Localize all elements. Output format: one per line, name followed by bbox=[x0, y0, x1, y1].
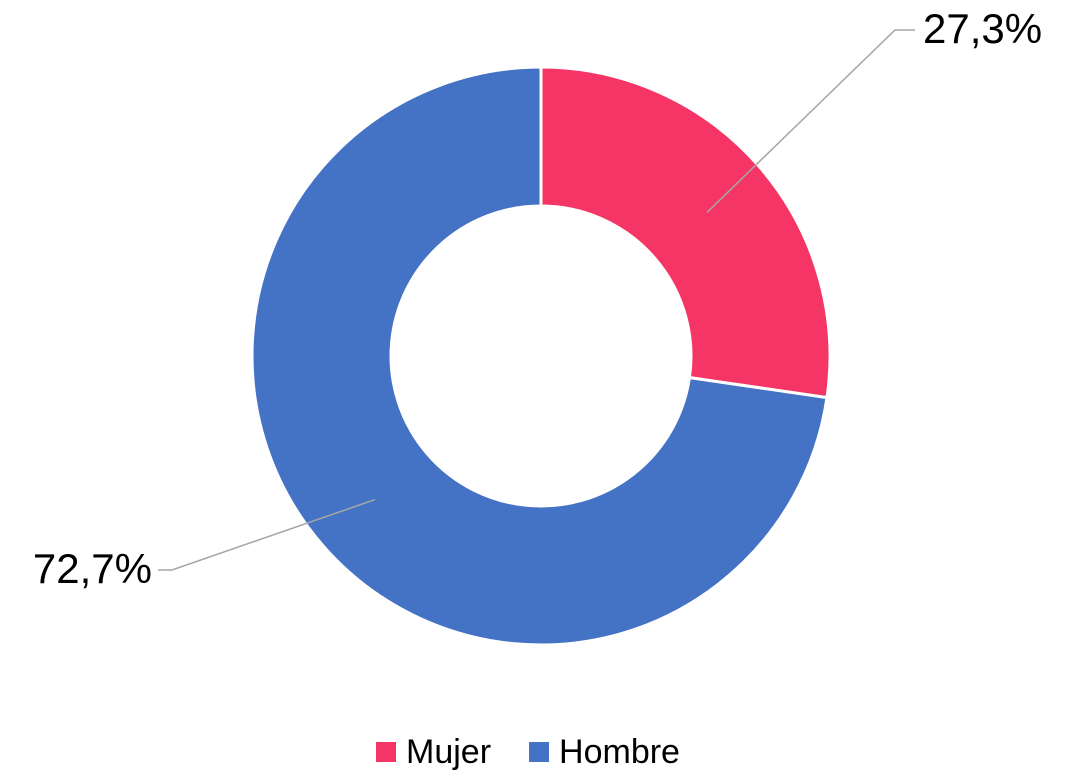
donut-segment bbox=[539, 65, 832, 400]
data-label: 72,7% bbox=[33, 545, 152, 592]
leader-line bbox=[158, 498, 376, 571]
legend: Mujer Hombre bbox=[376, 733, 680, 771]
legend-label: Hombre bbox=[559, 733, 680, 771]
donut-segment bbox=[250, 65, 829, 647]
data-label: 27,3% bbox=[923, 5, 1042, 52]
leader-line bbox=[706, 29, 915, 213]
legend-swatch bbox=[529, 742, 550, 762]
legend-swatch bbox=[376, 742, 396, 762]
legend-label: Mujer bbox=[406, 733, 491, 771]
